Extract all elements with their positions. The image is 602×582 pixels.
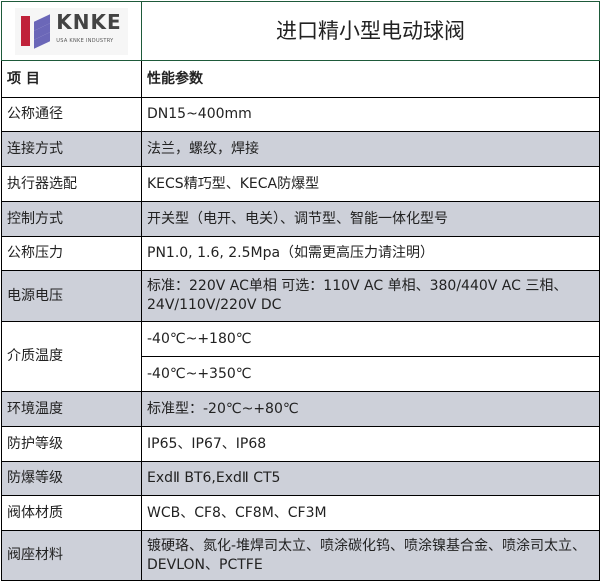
column-header-item: 项 目	[1, 60, 142, 98]
header-row: KNKE USA KNKE INDUSTRY 进口精小型电动球阀	[1, 1, 600, 61]
logo-text: KNKE	[56, 9, 122, 34]
row-label: 环境温度	[1, 391, 142, 427]
table-row: 环境温度 标准型：-20℃~+80℃	[1, 391, 600, 427]
table-row: 执行器选配 KECS精巧型、KECA防爆型	[1, 166, 600, 202]
logo: KNKE USA KNKE INDUSTRY	[1, 1, 142, 61]
logo-bar-icon	[21, 16, 31, 46]
table-row: 公称通径 DN15~400mm	[1, 97, 600, 132]
table-row: 电源电压 标准：220V AC单相 可选：110V AC 单相、380/440V …	[1, 270, 600, 322]
row-label: 公称通径	[1, 97, 142, 132]
row-label: 阀体材质	[1, 495, 142, 531]
row-label: 介质温度	[1, 321, 142, 392]
row-value: ExdⅡ BT6,ExdⅡ CT5	[141, 461, 600, 496]
row-value: 标准型：-20℃~+80℃	[141, 391, 600, 427]
row-label: 阀座材料	[1, 530, 142, 581]
table-row: 阀座材料 镀硬珞、氮化-堆焊司太立、喷涂碳化钨、喷涂镍基合金、喷涂司太立、DEVL…	[1, 530, 600, 581]
table-row: 介质温度 -40℃~+180℃	[1, 321, 600, 392]
row-value: -40℃~+350℃	[141, 356, 600, 392]
row-label: 控制方式	[1, 201, 142, 237]
row-label: 执行器选配	[1, 166, 142, 202]
row-label: 防护等级	[1, 426, 142, 462]
table-row: 防护等级 IP65、IP67、IP68	[1, 426, 600, 462]
row-value: PN1.0, 1.6, 2.5Mpa（如需更高压力请注明）	[141, 236, 600, 271]
row-value: DN15~400mm	[141, 97, 600, 132]
row-label: 公称压力	[1, 236, 142, 271]
row-value: 开关型（电开、电关）、调节型、智能一体化型号	[141, 201, 600, 237]
row-label: 连接方式	[1, 131, 142, 167]
row-value: WCB、CF8、CF8M、CF3M	[141, 495, 600, 531]
row-value: -40℃~+180℃	[141, 321, 600, 357]
row-value: 镀硬珞、氮化-堆焊司太立、喷涂碳化钨、喷涂镍基合金、喷涂司太立、DEVLON、P…	[141, 530, 600, 581]
table-row: 连接方式 法兰，螺纹，焊接	[1, 131, 600, 167]
row-value: KECS精巧型、KECA防爆型	[141, 166, 600, 202]
column-header-row: 项 目 性能参数	[1, 60, 600, 98]
logo-stack-icon	[34, 14, 52, 49]
table-row: 防爆等级 ExdⅡ BT6,ExdⅡ CT5	[1, 461, 600, 496]
table-row: 阀体材质 WCB、CF8、CF8M、CF3M	[1, 495, 600, 531]
table-row: 公称压力 PN1.0, 1.6, 2.5Mpa（如需更高压力请注明）	[1, 236, 600, 271]
page-title: 进口精小型电动球阀	[141, 1, 600, 61]
row-value: IP65、IP67、IP68	[141, 426, 600, 462]
row-label: 电源电压	[1, 270, 142, 322]
row-value: 标准：220V AC单相 可选：110V AC 单相、380/440V AC 三…	[141, 270, 600, 322]
row-label: 防爆等级	[1, 461, 142, 496]
row-value: 法兰，螺纹，焊接	[141, 131, 600, 167]
column-header-param: 性能参数	[141, 60, 600, 98]
logo-subtext: USA KNKE INDUSTRY	[56, 37, 114, 44]
table-row: 控制方式 开关型（电开、电关）、调节型、智能一体化型号	[1, 201, 600, 237]
table-row: -40℃~+350℃	[2, 356, 600, 392]
